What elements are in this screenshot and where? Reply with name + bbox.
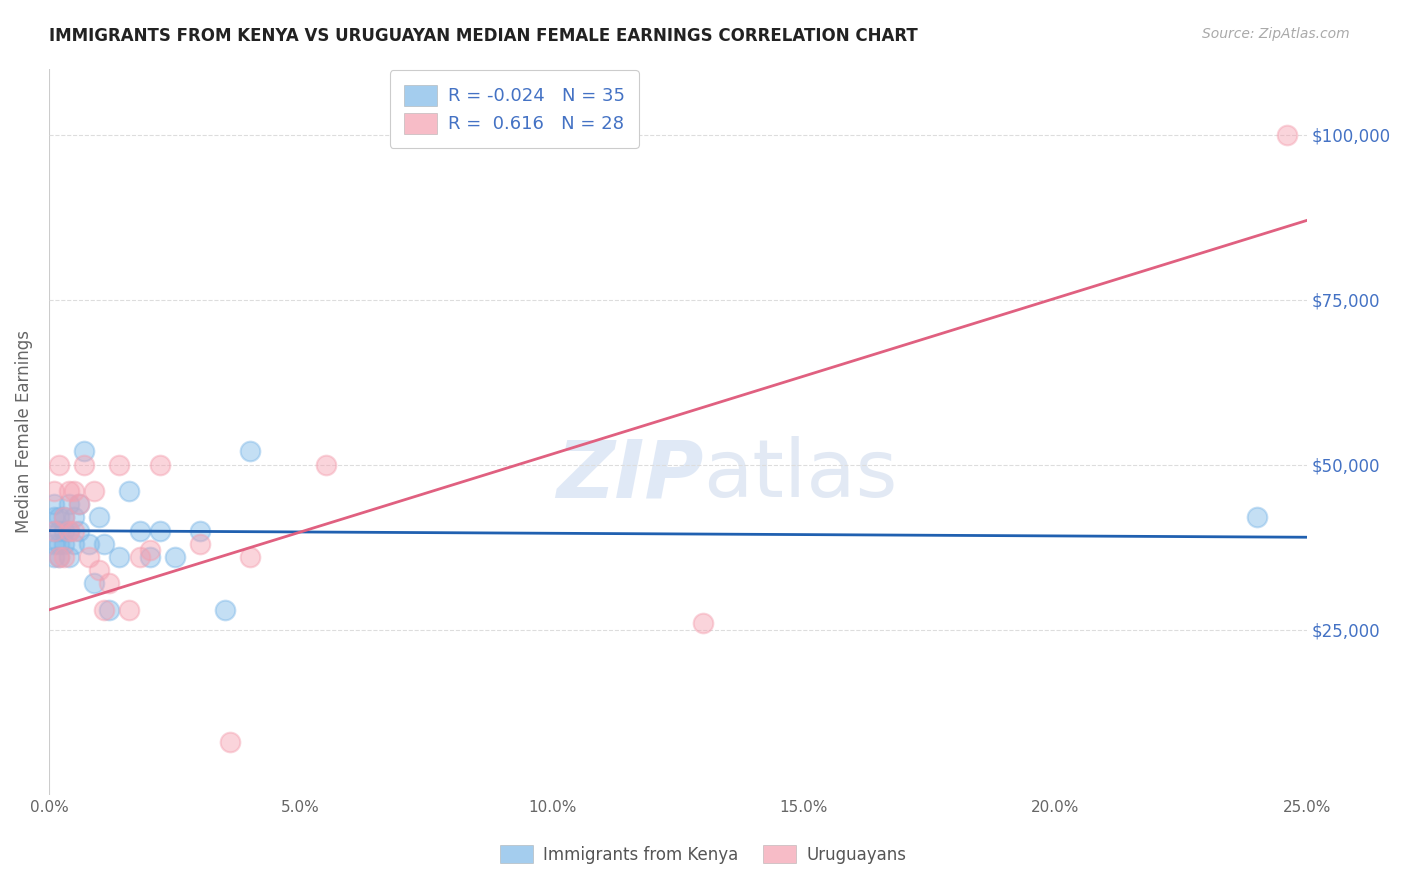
Point [138, 543, 160, 558]
Y-axis label: Median Female Earnings: Median Female Earnings [15, 330, 32, 533]
Point [118, 603, 141, 617]
Point [53, 537, 76, 551]
Point [67, 524, 90, 538]
Point [58, 549, 80, 564]
Point [128, 524, 150, 538]
Text: ZIP: ZIP [555, 436, 703, 514]
Point [77, 549, 100, 564]
Point [67, 497, 90, 511]
Point [315, 458, 337, 472]
Point [63, 537, 86, 551]
Text: Source: ZipAtlas.com: Source: ZipAtlas.com [1202, 27, 1350, 41]
Point [239, 549, 262, 564]
Point [118, 483, 141, 498]
Point [48, 549, 70, 564]
Point [1275, 128, 1298, 142]
Point [53, 510, 76, 524]
Point [149, 458, 172, 472]
Point [692, 615, 714, 630]
Point [63, 483, 86, 498]
Point [42, 537, 65, 551]
Point [42, 497, 65, 511]
Point [53, 549, 76, 564]
Legend: Immigrants from Kenya, Uruguayans: Immigrants from Kenya, Uruguayans [494, 838, 912, 871]
Point [48, 458, 70, 472]
Point [48, 510, 70, 524]
Point [219, 735, 242, 749]
Point [239, 444, 262, 458]
Point [73, 444, 96, 458]
Point [42, 524, 65, 538]
Point [1246, 510, 1268, 524]
Point [93, 537, 115, 551]
Point [108, 549, 131, 564]
Point [77, 537, 100, 551]
Point [42, 483, 65, 498]
Point [188, 524, 211, 538]
Point [98, 576, 121, 591]
Text: IMMIGRANTS FROM KENYA VS URUGUAYAN MEDIAN FEMALE EARNINGS CORRELATION CHART: IMMIGRANTS FROM KENYA VS URUGUAYAN MEDIA… [49, 27, 918, 45]
Point [149, 524, 172, 538]
Point [63, 510, 86, 524]
Text: atlas: atlas [703, 436, 897, 514]
Point [108, 458, 131, 472]
Point [93, 603, 115, 617]
Point [83, 483, 105, 498]
Point [48, 524, 70, 538]
Point [214, 603, 236, 617]
Point [188, 537, 211, 551]
Point [53, 524, 76, 538]
Point [67, 497, 90, 511]
Point [42, 510, 65, 524]
Point [58, 524, 80, 538]
Point [53, 510, 76, 524]
Point [58, 483, 80, 498]
Point [138, 549, 160, 564]
Point [98, 603, 121, 617]
Point [48, 549, 70, 564]
Legend: R = -0.024   N = 35, R =  0.616   N = 28: R = -0.024 N = 35, R = 0.616 N = 28 [389, 70, 640, 148]
Point [83, 576, 105, 591]
Point [128, 549, 150, 564]
Point [58, 524, 80, 538]
Point [163, 549, 186, 564]
Point [89, 510, 111, 524]
Point [73, 458, 96, 472]
Point [89, 563, 111, 577]
Point [42, 524, 65, 538]
Point [42, 549, 65, 564]
Point [63, 524, 86, 538]
Point [48, 537, 70, 551]
Point [58, 497, 80, 511]
